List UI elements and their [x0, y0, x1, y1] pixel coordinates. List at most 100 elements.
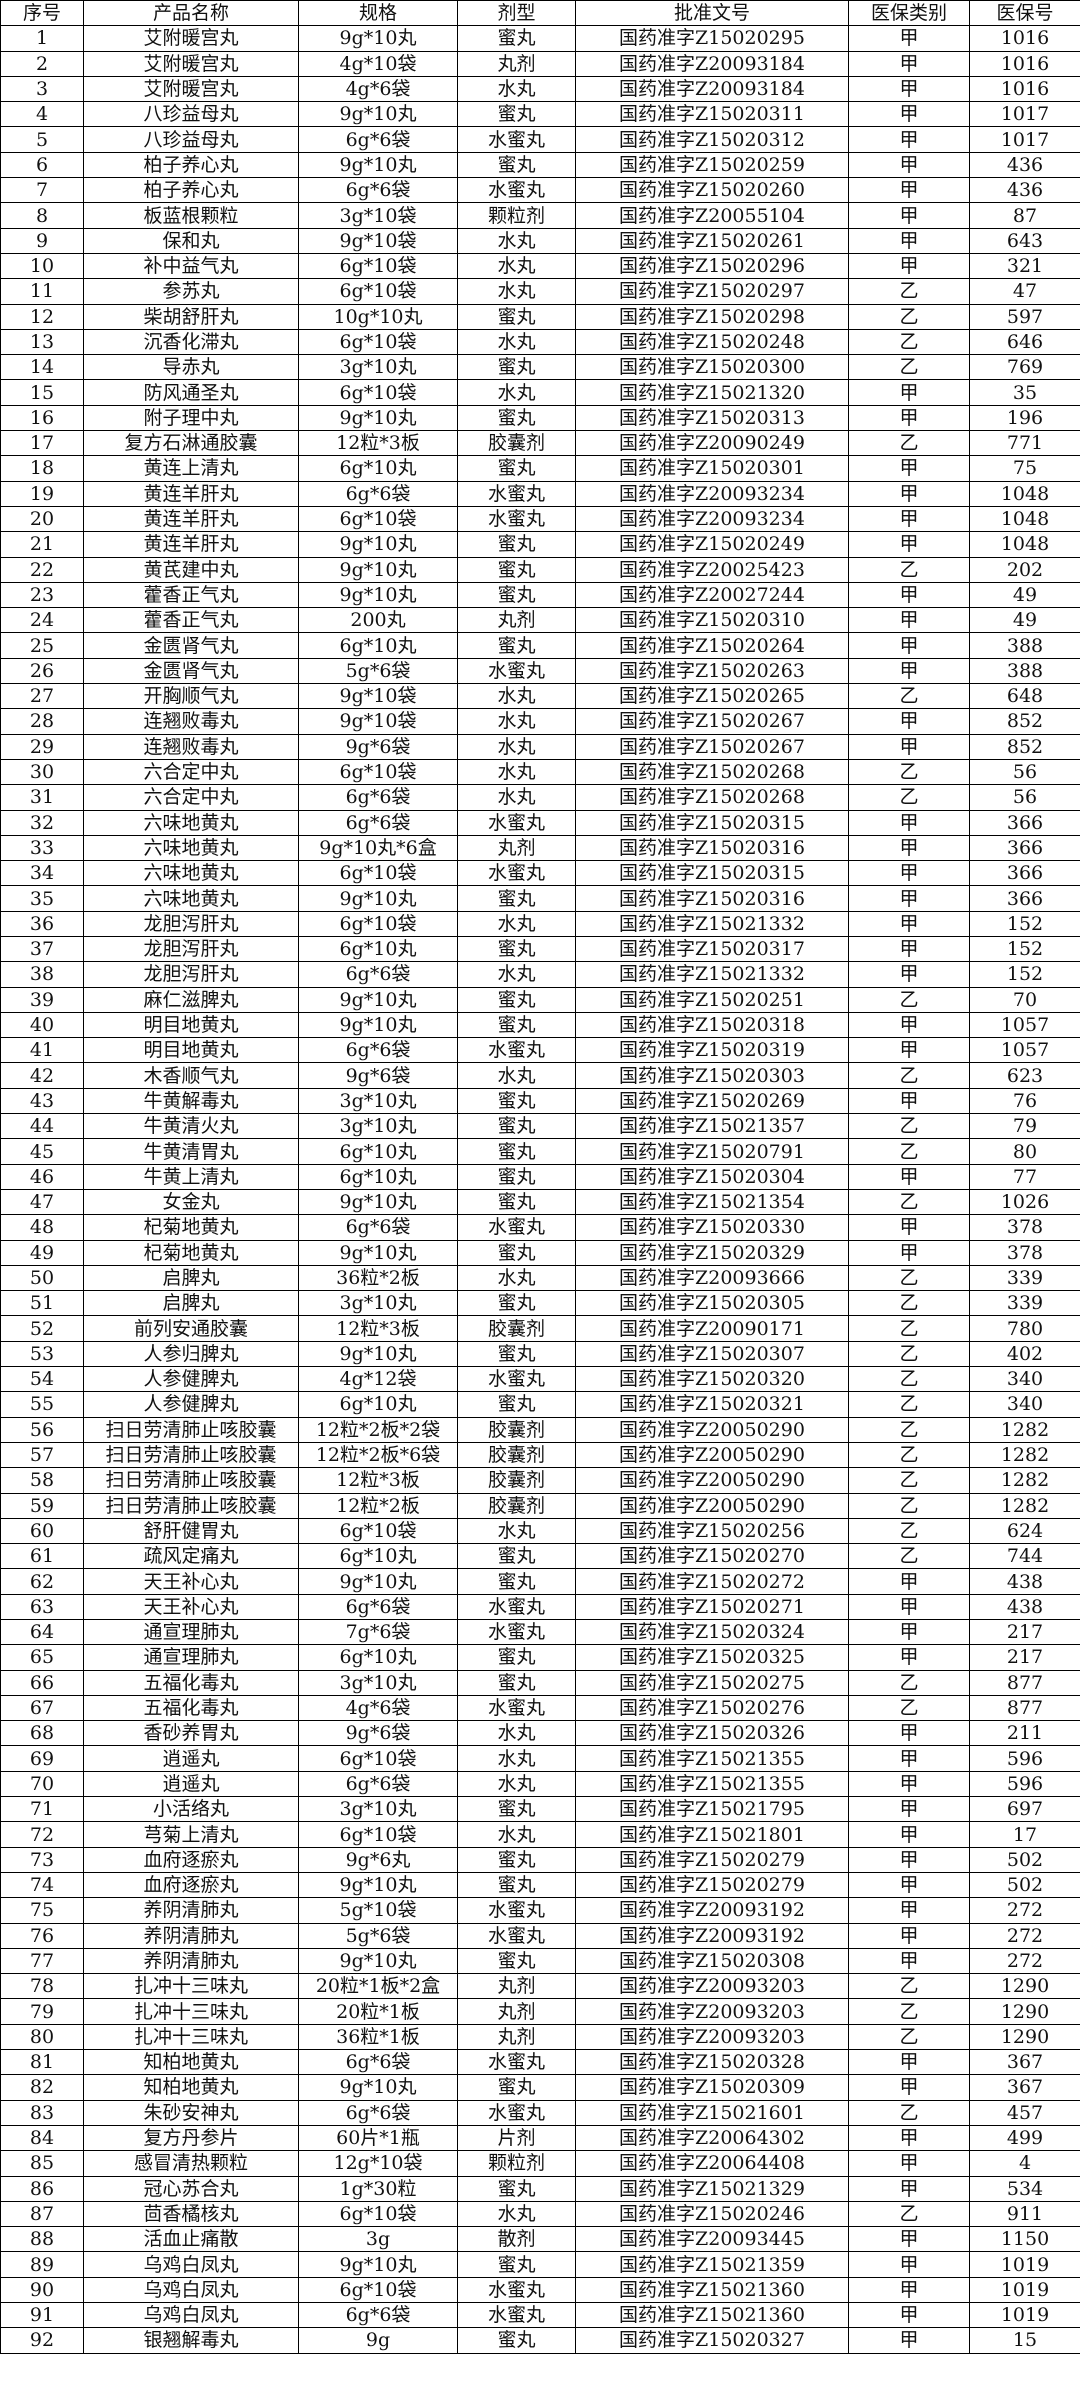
cell-spec: 9g*10丸: [298, 556, 458, 583]
cell-insurance-category: 乙: [848, 1694, 970, 1722]
cell-dosage-form: 蜜丸: [457, 2175, 576, 2202]
cell-seq: 3: [0, 75, 84, 103]
cell-spec: 6g*10袋: [298, 1821, 458, 1848]
cell-product-name: 龙胆泻肝丸: [83, 961, 299, 988]
cell-approval-number: 国药准字Z15020316: [575, 885, 849, 912]
cell-product-name: 五福化毒丸: [83, 1669, 299, 1696]
table-row: 3 艾附暖宫丸 4g*6袋 水丸 国药准字Z20093184 甲 1016: [0, 75, 1080, 103]
cell-approval-number: 国药准字Z20027244: [575, 581, 849, 609]
cell-product-name: 冠心苏合丸: [83, 2175, 299, 2202]
cell-dosage-form: 蜜丸: [457, 1568, 576, 1595]
cell-approval-number: 国药准字Z15020301: [575, 455, 849, 482]
cell-insurance-category: 乙: [848, 303, 970, 330]
cell-approval-number: 国药准字Z15020256: [575, 1517, 849, 1545]
cell-product-name: 前列安通胶囊: [83, 1315, 299, 1342]
header-insurance-category: 医保类别: [848, 0, 970, 27]
cell-spec: 6g*10袋: [298, 505, 458, 533]
cell-spec: 12粒*2板*6袋: [298, 1441, 458, 1469]
cell-dosage-form: 水蜜丸: [457, 1897, 576, 1924]
cell-dosage-form: 水蜜丸: [457, 1593, 576, 1621]
cell-dosage-form: 丸剂: [457, 1973, 576, 2000]
table-row: 85 感冒清热颗粒 12g*10袋 颗粒剂 国药准字Z20064408 甲 4: [0, 2150, 1080, 2177]
cell-insurance-number: 1048: [969, 480, 1080, 507]
cell-approval-number: 国药准字Z15020249: [575, 531, 849, 558]
cell-insurance-number: 436: [969, 151, 1080, 179]
cell-insurance-number: 457: [969, 2099, 1080, 2126]
cell-seq: 36: [0, 910, 84, 937]
header-spec: 规格: [298, 0, 458, 27]
cell-dosage-form: 蜜丸: [457, 1087, 576, 1115]
cell-spec: 3g: [298, 2226, 458, 2253]
cell-insurance-number: 436: [969, 177, 1080, 204]
cell-approval-number: 国药准字Z15021801: [575, 1821, 849, 1848]
table-row: 23 藿香正气丸 9g*10丸 蜜丸 国药准字Z20027244 甲 49: [0, 581, 1080, 609]
cell-approval-number: 国药准字Z15020275: [575, 1669, 849, 1696]
cell-seq: 91: [0, 2302, 84, 2329]
cell-approval-number: 国药准字Z15020304: [575, 1163, 849, 1190]
table-row: 25 金匮肾气丸 6g*10丸 蜜丸 国药准字Z15020264 甲 388: [0, 632, 1080, 659]
cell-approval-number: 国药准字Z15020326: [575, 1720, 849, 1747]
cell-insurance-number: 771: [969, 430, 1080, 457]
cell-dosage-form: 水丸: [457, 784, 576, 811]
header-seq: 序号: [0, 0, 84, 27]
cell-insurance-number: 1016: [969, 75, 1080, 103]
cell-insurance-category: 甲: [848, 126, 970, 153]
table-row: 10 补中益气丸 6g*10袋 水丸 国药准字Z15020296 甲 321: [0, 252, 1080, 280]
cell-insurance-number: 596: [969, 1745, 1080, 1772]
cell-seq: 4: [0, 101, 84, 128]
cell-spec: 3g*10丸: [298, 354, 458, 381]
cell-dosage-form: 水丸: [457, 683, 576, 710]
table-row: 88 活血止痛散 3g 散剂 国药准字Z20093445 甲 1150: [0, 2226, 1080, 2253]
cell-approval-number: 国药准字Z15020315: [575, 860, 849, 887]
table-row: 54 人参健脾丸 4g*12袋 水蜜丸 国药准字Z15020320 乙 340: [0, 1366, 1080, 1393]
table-row: 65 通宣理肺丸 6g*10丸 蜜丸 国药准字Z15020325 甲 217: [0, 1644, 1080, 1671]
cell-insurance-category: 甲: [848, 935, 970, 963]
table-row: 72 芎菊上清丸 6g*10袋 水丸 国药准字Z15021801 甲 17: [0, 1821, 1080, 1848]
cell-dosage-form: 水蜜丸: [457, 1037, 576, 1064]
cell-spec: 6g*6袋: [298, 1037, 458, 1064]
cell-insurance-number: 1282: [969, 1441, 1080, 1469]
cell-dosage-form: 胶囊剂: [457, 1315, 576, 1342]
cell-approval-number: 国药准字Z20093184: [575, 75, 849, 103]
cell-seq: 90: [0, 2276, 84, 2304]
cell-insurance-category: 乙: [848, 430, 970, 457]
header-insurance-number: 医保号: [969, 0, 1080, 27]
cell-approval-number: 国药准字Z15020321: [575, 1391, 849, 1418]
cell-dosage-form: 水丸: [457, 961, 576, 988]
table-row: 28 连翘败毒丸 9g*10袋 水丸 国药准字Z15020267 甲 852: [0, 708, 1080, 735]
cell-product-name: 六味地黄丸: [83, 885, 299, 912]
cell-insurance-category: 甲: [848, 910, 970, 937]
cell-spec: 6g*10袋: [298, 860, 458, 887]
cell-seq: 65: [0, 1644, 84, 1671]
cell-insurance-category: 甲: [848, 733, 970, 760]
cell-insurance-number: 646: [969, 328, 1080, 356]
cell-spec: 60片*1瓶: [298, 2124, 458, 2152]
cell-product-name: 六味地黄丸: [83, 860, 299, 887]
cell-approval-number: 国药准字Z15020319: [575, 1037, 849, 1064]
cell-approval-number: 国药准字Z15020248: [575, 328, 849, 356]
cell-seq: 12: [0, 303, 84, 330]
cell-insurance-category: 甲: [848, 177, 970, 204]
cell-spec: 9g: [298, 2327, 458, 2354]
cell-insurance-category: 甲: [848, 75, 970, 103]
cell-spec: 5g*10袋: [298, 1897, 458, 1924]
cell-insurance-category: 乙: [848, 2099, 970, 2126]
cell-insurance-category: 甲: [848, 1644, 970, 1671]
cell-seq: 72: [0, 1821, 84, 1848]
cell-dosage-form: 颗粒剂: [457, 202, 576, 229]
cell-insurance-number: 35: [969, 379, 1080, 406]
cell-seq: 15: [0, 379, 84, 406]
cell-spec: 6g*10袋: [298, 1517, 458, 1545]
cell-dosage-form: 蜜丸: [457, 1543, 576, 1570]
cell-dosage-form: 水蜜丸: [457, 860, 576, 887]
cell-seq: 74: [0, 1871, 84, 1899]
cell-dosage-form: 蜜丸: [457, 25, 576, 52]
cell-seq: 51: [0, 1290, 84, 1317]
cell-seq: 37: [0, 935, 84, 963]
cell-insurance-number: 780: [969, 1315, 1080, 1342]
cell-approval-number: 国药准字Z15020327: [575, 2327, 849, 2354]
cell-insurance-number: 49: [969, 607, 1080, 634]
cell-insurance-number: 877: [969, 1669, 1080, 1696]
cell-product-name: 养阴清肺丸: [83, 1922, 299, 1949]
cell-product-name: 扎冲十三味丸: [83, 1973, 299, 2000]
